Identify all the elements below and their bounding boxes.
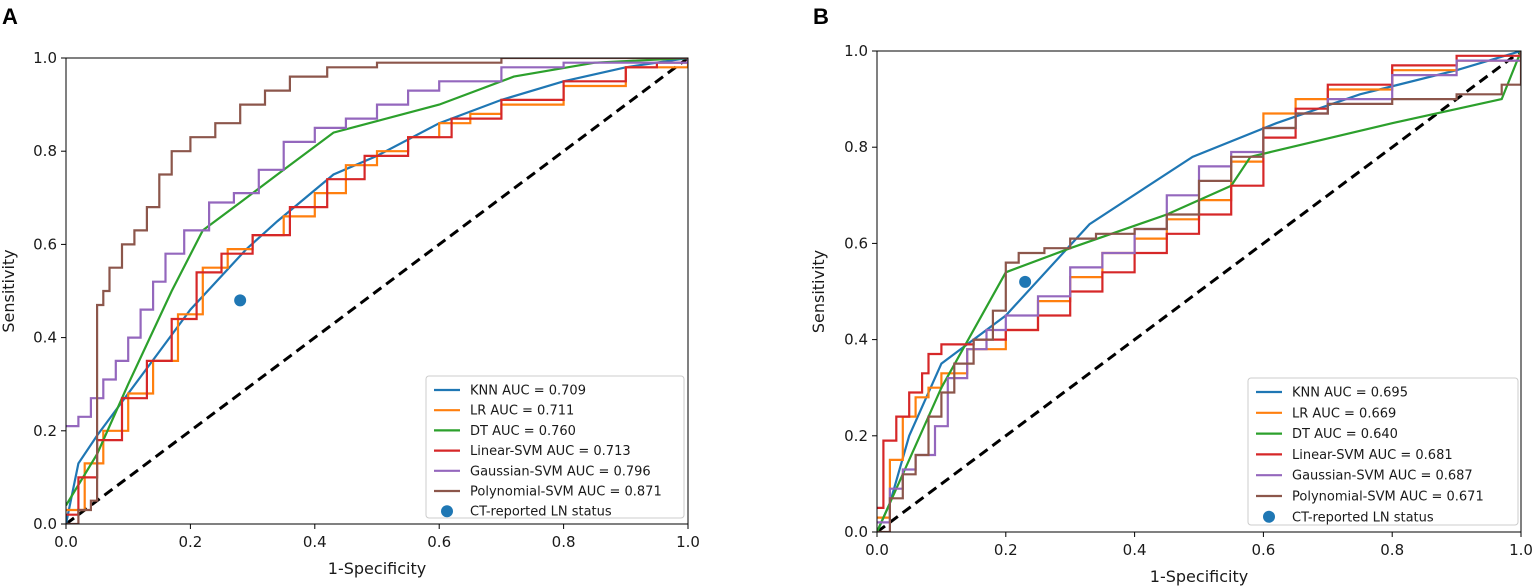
- chart-1-x-tick-label-5: 1.0: [1509, 541, 1533, 559]
- chart-0-x-tick-label-0: 0.0: [54, 533, 78, 551]
- chart-1-series-line-5: [877, 51, 1521, 532]
- chart-1-y-tick-label-4: 0.8: [844, 138, 868, 156]
- chart-0-legend-box: [425, 375, 685, 519]
- chart-0-chance-diagonal: [66, 58, 688, 524]
- chart-0-x-tick-label-2: 0.4: [303, 533, 327, 551]
- chart-1-y-tick-label-3: 0.6: [844, 234, 868, 252]
- chart-0-y-tick-label-2: 0.4: [33, 329, 57, 347]
- chart-0-legend: KNN AUC = 0.709 LR AUC = 0.711 DT AUC = 0.…: [425, 375, 685, 520]
- chart-0-y-axis-label: Sensitivity: [0, 249, 18, 332]
- chart-0-x-tick-label-1: 0.2: [178, 533, 202, 551]
- chart-0: A 0.0 0.2 0.4 0.6 0.8 1.0 0.0 0.2 0.4 0.6 0.8 1.0 1-S…: [0, 4, 700, 578]
- chart-1-y-tick-label-2: 0.4: [844, 331, 868, 349]
- chart-0-legend-label-3: Linear-SVM AUC = 0.713: [470, 444, 631, 459]
- chart-1-x-tick-label-1: 0.2: [994, 541, 1018, 559]
- chart-0-ct-marker-point: [234, 294, 247, 307]
- chart-1-legend-label-5: Polynomial-SVM AUC = 0.671: [1292, 490, 1484, 505]
- chart-0-y-tick-label-0: 0.0: [33, 515, 57, 533]
- chart-1-y-tick-label-0: 0.0: [844, 523, 868, 541]
- chart-0-y-tick-label-1: 0.2: [33, 422, 57, 440]
- chart-1-x-tick-label-4: 0.8: [1380, 541, 1404, 559]
- chart-0-x-axis-label: 1-Specificity: [328, 559, 426, 578]
- chart-0-y-tick-label-4: 0.8: [33, 142, 57, 160]
- chart-1-legend: KNN AUC = 0.695 LR AUC = 0.669 DT AUC = 0.…: [1247, 377, 1519, 526]
- chart-1: B 0.0 0.2 0.4 0.6 0.8 1.0 0.0 0.2 0.4 0.6 0.8 1.0 1-S…: [809, 4, 1533, 586]
- chart-1-plot-frame: [876, 50, 1522, 533]
- chart-0-legend-label-5: Polynomial-SVM AUC = 0.871: [470, 485, 662, 500]
- chart-1-y-tick-label-1: 0.2: [844, 427, 868, 445]
- chart-0-x-tick-label-4: 0.8: [552, 533, 576, 551]
- chart-1-y-tick-label-5: 1.0: [844, 42, 868, 60]
- chart-1-legend-box: [1247, 377, 1519, 526]
- chart-0-legend-label-2: DT AUC = 0.760: [470, 424, 576, 439]
- chart-0-y-tick-label-3: 0.6: [33, 235, 57, 253]
- chart-0-legend-marker-swatch: [441, 505, 453, 518]
- chart-0-panel-label: A: [2, 4, 18, 29]
- chart-1-panel-label: B: [813, 4, 829, 29]
- chart-0-y-tick-label-5: 1.0: [33, 49, 57, 67]
- chart-0-legend-label-0: KNN AUC = 0.709: [470, 384, 586, 399]
- chart-0-x-tick-label-3: 0.6: [427, 533, 451, 551]
- chart-0-series-line-4: [66, 58, 688, 428]
- chart-1-legend-marker-label: CT-reported LN status: [1292, 510, 1434, 525]
- chart-0-legend-marker-label: CT-reported LN status: [470, 505, 612, 520]
- chart-1-legend-marker-swatch: [1263, 510, 1275, 523]
- chart-0-series-line-2: [66, 58, 688, 506]
- chart-0-legend-label-1: LR AUC = 0.711: [470, 404, 574, 419]
- chart-1-y-axis-label: Sensitivity: [809, 250, 828, 333]
- chart-0-x-tick-label-5: 1.0: [676, 533, 700, 551]
- chart-0-series-line-5: [66, 58, 688, 524]
- chart-1-x-axis-label: 1-Specificity: [1150, 567, 1248, 586]
- chart-0-plot-frame: [65, 57, 689, 525]
- chart-1-legend-label-4: Gaussian-SVM AUC = 0.687: [1292, 469, 1473, 484]
- chart-0-series-line-0: [66, 58, 688, 524]
- chart-1-legend-label-3: Linear-SVM AUC = 0.681: [1292, 448, 1453, 463]
- chart-1-x-tick-label-3: 0.6: [1251, 541, 1275, 559]
- chart-1-legend-label-1: LR AUC = 0.669: [1292, 406, 1396, 421]
- chart-1-chance-diagonal: [877, 51, 1521, 532]
- chart-1-legend-label-0: KNN AUC = 0.695: [1292, 386, 1408, 401]
- chart-0-series-line-3: [66, 58, 688, 516]
- chart-0-legend-label-4: Gaussian-SVM AUC = 0.796: [470, 464, 651, 479]
- chart-1-x-tick-label-0: 0.0: [865, 541, 889, 559]
- chart-1-legend-label-2: DT AUC = 0.640: [1292, 427, 1398, 442]
- chart-1-x-tick-label-2: 0.4: [1123, 541, 1147, 559]
- chart-1-ct-marker-point: [1019, 275, 1032, 288]
